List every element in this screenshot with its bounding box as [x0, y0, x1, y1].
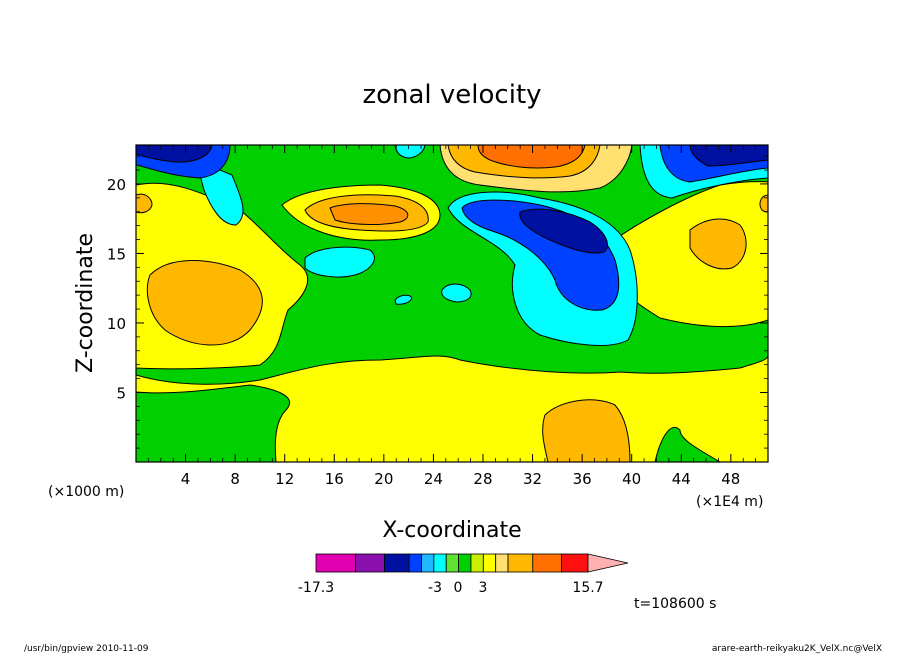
x-tick-label: 4 — [181, 470, 191, 488]
contour-oy-left — [146, 260, 263, 346]
y-tick-label: 15 — [107, 245, 126, 263]
x-tick-label: 40 — [622, 470, 641, 488]
x-tick-label: 28 — [473, 470, 492, 488]
colorbar-segment — [384, 553, 410, 573]
colorbar-segment — [470, 553, 484, 573]
time-label: t=108600 s — [634, 596, 716, 612]
contour-warm-top3 — [477, 145, 586, 169]
colorbar-segment — [355, 553, 385, 573]
x-tick-label: 20 — [374, 470, 393, 488]
contour-cyan-tiny — [394, 294, 413, 305]
contour-cyan-top-centre — [394, 145, 426, 159]
colorbar-segment — [458, 553, 472, 573]
y-tick-label: 10 — [107, 315, 126, 333]
colorbar-min-label: -17.3 — [298, 580, 334, 596]
colorbar-label-zero: 0 — [454, 580, 463, 596]
chart-title: zonal velocity — [362, 80, 541, 110]
y-tick-label: 5 — [116, 384, 126, 402]
colorbar-segment — [408, 553, 422, 573]
colorbar-segment — [445, 553, 459, 573]
footer-left: /usr/bin/gpview 2010-11-09 — [24, 644, 149, 654]
x-tick-label: 8 — [230, 470, 240, 488]
contour-darkblue — [519, 208, 608, 254]
contour-cyan-small — [441, 283, 472, 303]
x-tick-label: 12 — [275, 470, 294, 488]
contour-field — [136, 145, 768, 462]
contour-darknavy-right — [689, 145, 768, 167]
colorbar-segment — [482, 553, 497, 573]
colorbar-segment — [507, 553, 534, 573]
colorbar-label-pos: 3 — [479, 580, 488, 596]
contour-oy-right — [689, 218, 747, 270]
contour-cyan-mid — [304, 246, 375, 278]
x-unit-right: (×1E4 m) — [696, 494, 763, 510]
y-tick-label: 20 — [107, 176, 126, 194]
y-axis-label: Z-coordinate — [73, 233, 98, 373]
x-axis-label: X-coordinate — [382, 518, 521, 543]
colorbar-segment — [315, 553, 356, 573]
colorbar-segment — [561, 553, 589, 573]
colorbar-segment — [421, 553, 435, 573]
x-tick-label: 32 — [523, 470, 542, 488]
colorbar — [315, 553, 629, 573]
contour-orange-mid-inner — [329, 203, 409, 225]
x-axis-ticks: 4 8 12 16 20 24 28 32 36 40 44 48 — [147, 145, 757, 488]
contour-oy-bottom — [542, 399, 631, 462]
x-tick-label: 48 — [721, 470, 740, 488]
colorbar-segment — [433, 553, 447, 573]
colorbar-extension-arrow — [587, 553, 629, 573]
y-axis-ticks: 5 10 15 20 — [107, 155, 768, 449]
colorbar-segment — [532, 553, 563, 573]
plot-frame — [135, 144, 769, 463]
x-tick-label: 24 — [424, 470, 443, 488]
x-unit-left: (×1000 m) — [48, 484, 124, 500]
colorbar-segment — [495, 553, 509, 573]
colorbar-max-label: 15.7 — [572, 580, 603, 596]
x-tick-label: 36 — [573, 470, 592, 488]
footer-right: arare-earth-reikyaku2K_VelX.nc@VelX — [712, 644, 882, 654]
contour-navy-left-inner — [136, 145, 213, 163]
contour-edge-left — [136, 193, 153, 214]
x-tick-label: 16 — [325, 470, 344, 488]
colorbar-label-neg: -3 — [428, 580, 442, 596]
x-tick-label: 44 — [672, 470, 691, 488]
